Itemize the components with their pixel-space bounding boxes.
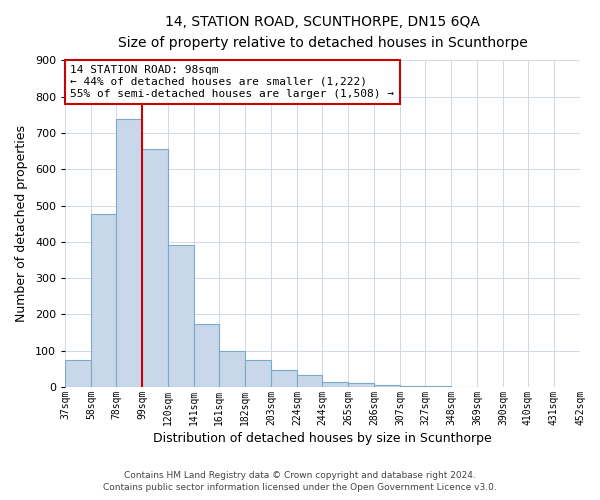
Bar xyxy=(91,214,116,387)
Bar xyxy=(245,360,271,387)
Bar xyxy=(271,370,297,387)
X-axis label: Distribution of detached houses by size in Scunthorpe: Distribution of detached houses by size … xyxy=(153,432,492,445)
Bar xyxy=(400,386,425,387)
Y-axis label: Number of detached properties: Number of detached properties xyxy=(15,126,28,322)
Text: Contains HM Land Registry data © Crown copyright and database right 2024.
Contai: Contains HM Land Registry data © Crown c… xyxy=(103,471,497,492)
Text: 14 STATION ROAD: 98sqm
← 44% of detached houses are smaller (1,222)
55% of semi-: 14 STATION ROAD: 98sqm ← 44% of detached… xyxy=(70,66,394,98)
Bar xyxy=(374,385,400,387)
Bar xyxy=(322,382,348,387)
Bar xyxy=(348,384,374,387)
Bar xyxy=(297,375,322,387)
Bar xyxy=(116,120,142,387)
Bar xyxy=(219,352,245,387)
Bar xyxy=(168,245,194,387)
Title: 14, STATION ROAD, SCUNTHORPE, DN15 6QA
Size of property relative to detached hou: 14, STATION ROAD, SCUNTHORPE, DN15 6QA S… xyxy=(118,15,527,50)
Bar xyxy=(425,386,451,387)
Bar xyxy=(142,150,168,387)
Bar xyxy=(65,360,91,387)
Bar xyxy=(194,324,219,387)
